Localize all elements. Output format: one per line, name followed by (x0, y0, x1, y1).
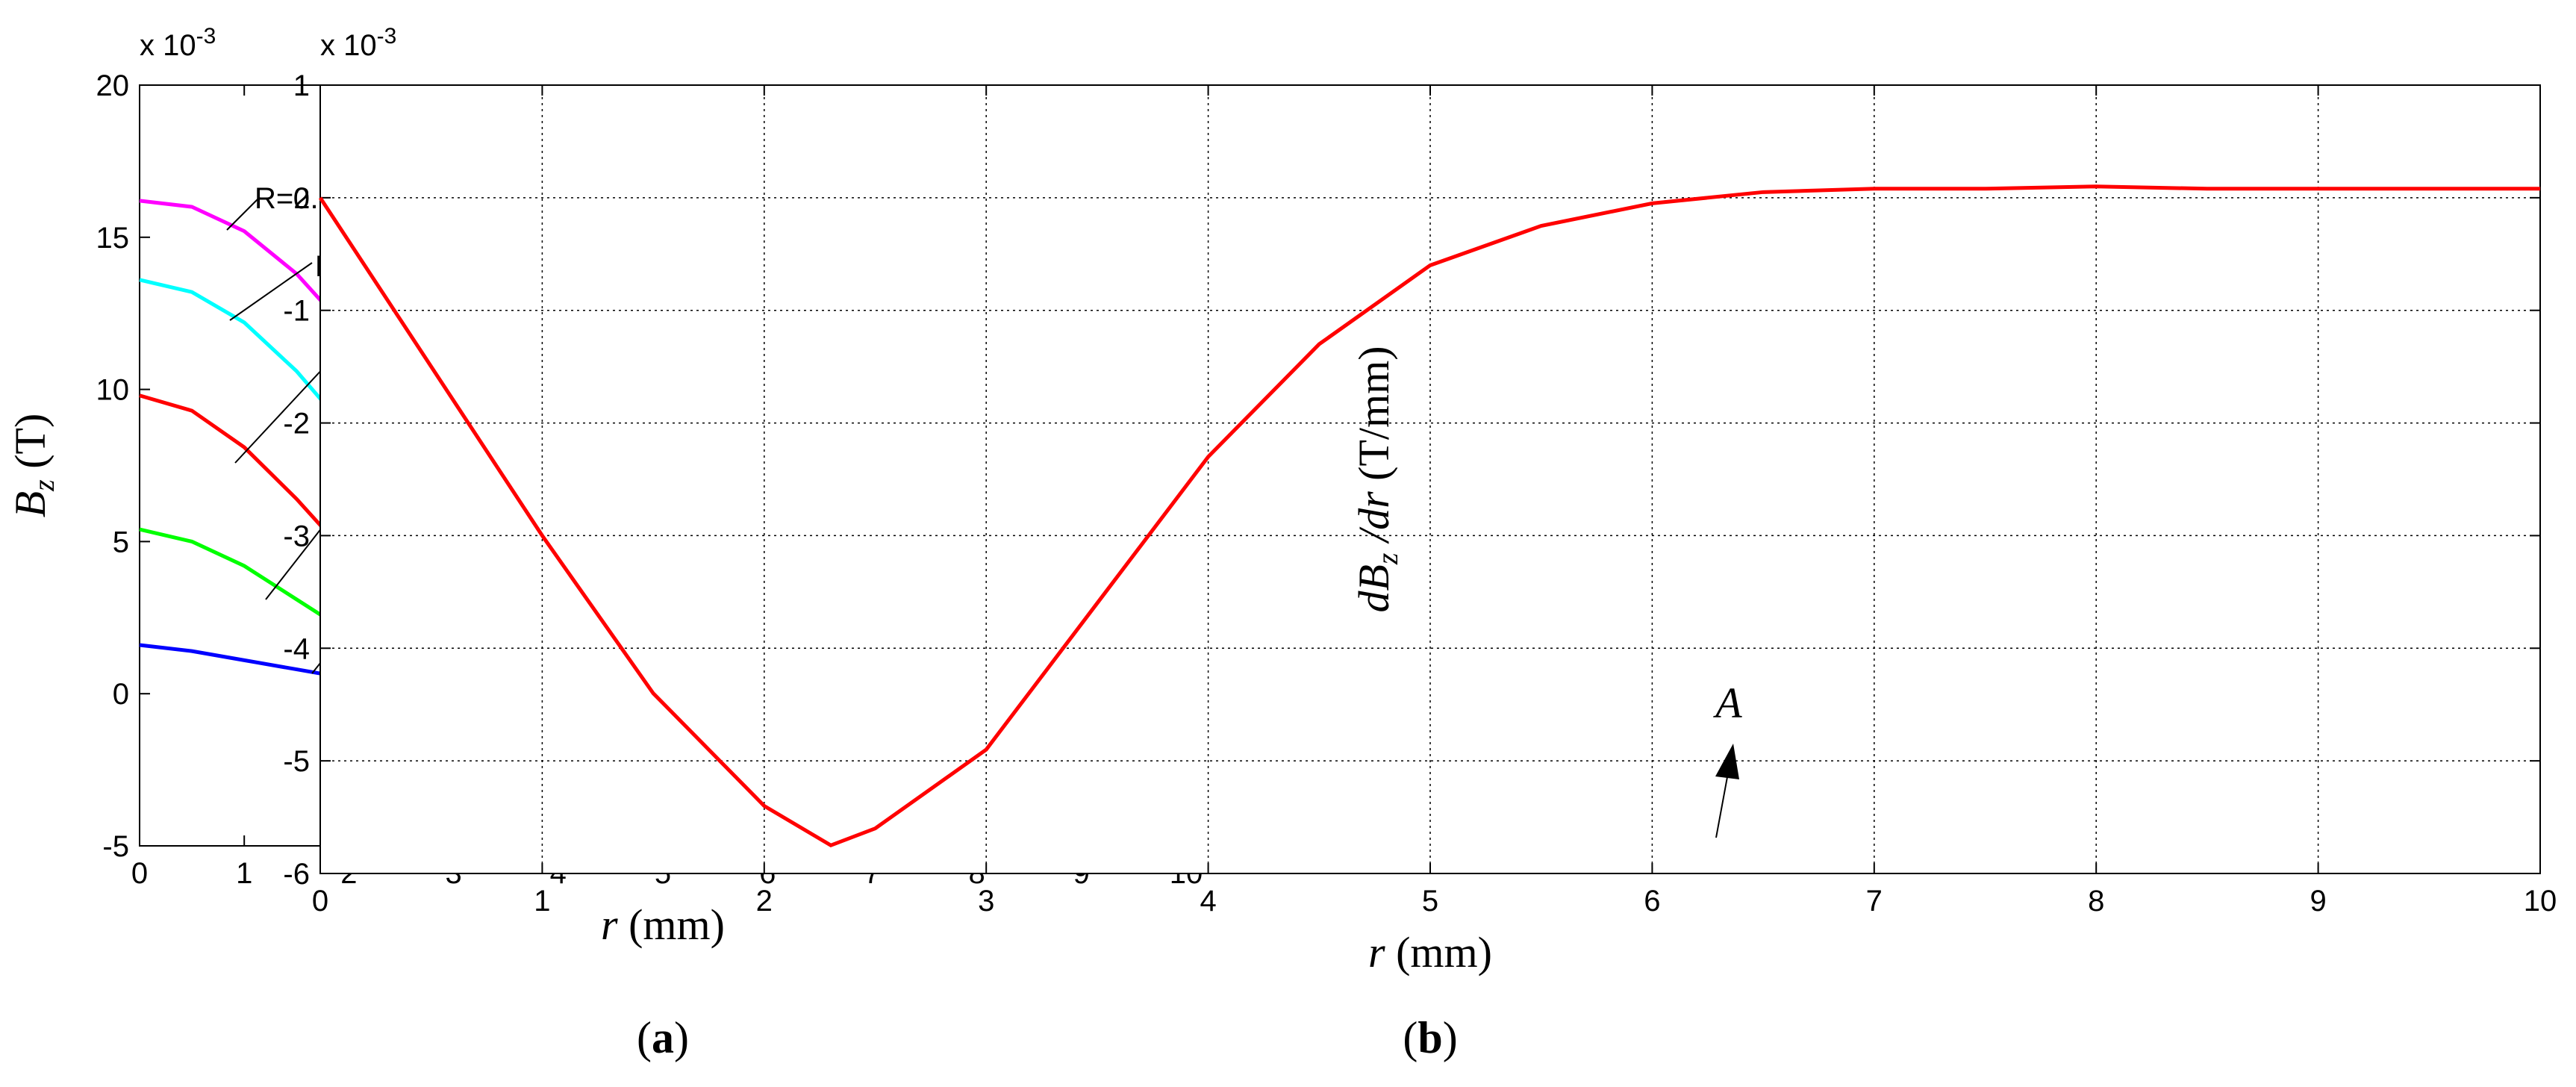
x-tick-label: 7 (1866, 885, 1883, 918)
data-line (318, 184, 2540, 848)
label-part: -3 (196, 24, 216, 49)
leader-line (229, 262, 313, 321)
label-part: ( (1403, 1013, 1418, 1062)
label-part: a (652, 1013, 674, 1062)
y-tick-label: -5 (283, 745, 310, 778)
label-part: x 10 (140, 29, 196, 62)
y-tick-label: -3 (283, 520, 310, 552)
label-part: -3 (377, 24, 397, 49)
y-tick-label: -2 (283, 408, 310, 440)
x-tick-label: 9 (2310, 885, 2326, 918)
y-axis-label: dBz /dr (T/mm) (1350, 346, 1404, 612)
y-tick-label: 1 (293, 69, 310, 102)
x-axis-label: r (mm) (1368, 928, 1492, 977)
label-part: (mm) (618, 900, 725, 949)
annotation: A (1712, 679, 1742, 727)
label-part: dB (1350, 564, 1398, 612)
arrow-line (1715, 768, 1730, 838)
y-tick-label: 0 (293, 182, 310, 215)
label-part: ) (674, 1013, 689, 1062)
label-part: r (601, 900, 618, 949)
label-part: z (1370, 552, 1404, 565)
x-tick-label: 2 (756, 885, 773, 918)
x-tick-label: 10 (2524, 885, 2557, 918)
label-part: /dr (1350, 491, 1398, 553)
label-part: ( (637, 1013, 652, 1062)
leader-line (226, 196, 261, 231)
label-part: b (1418, 1013, 1442, 1062)
x-tick-label: 0 (312, 885, 328, 918)
caption: (a) (637, 1013, 689, 1062)
x-tick-label: 1 (236, 857, 252, 890)
axis-exponent: x 10-3 (320, 24, 396, 62)
x-tick-label: 4 (1200, 885, 1216, 918)
y-tick-label: -6 (283, 858, 310, 891)
y-tick-label: 10 (96, 374, 130, 407)
x-tick-label: 0 (131, 857, 148, 890)
x-tick-label: 5 (1422, 885, 1438, 918)
y-tick-label: 20 (96, 69, 130, 102)
y-tick-label: -5 (102, 830, 129, 863)
y-tick-label: -4 (283, 632, 310, 665)
label-part: (mm) (1385, 928, 1492, 977)
label-part: r (1368, 928, 1385, 977)
label-part: ) (1443, 1013, 1458, 1062)
x-tick-label: 1 (534, 885, 550, 918)
label-part: B (6, 491, 54, 517)
x-tick-label: 3 (978, 885, 994, 918)
y-axis-label: Bz (T) (6, 414, 60, 518)
axis-exponent: x 10-3 (140, 24, 216, 62)
x-axis-label: r (mm) (601, 900, 725, 949)
y-tick-label: 0 (113, 678, 129, 711)
x-tick-label: 6 (1644, 885, 1660, 918)
y-tick-label: -1 (283, 295, 310, 328)
x-tick-label: 8 (2088, 885, 2104, 918)
arrow-head (1715, 744, 1739, 779)
caption: (b) (1403, 1013, 1457, 1062)
y-tick-label: 5 (113, 526, 129, 558)
label-part: z (27, 479, 60, 492)
plot-frame (319, 84, 2541, 874)
label-part: (T) (6, 414, 54, 480)
label-part: (T/mm) (1350, 346, 1398, 491)
label-part: x 10 (320, 29, 377, 62)
y-tick-label: 15 (96, 222, 130, 255)
